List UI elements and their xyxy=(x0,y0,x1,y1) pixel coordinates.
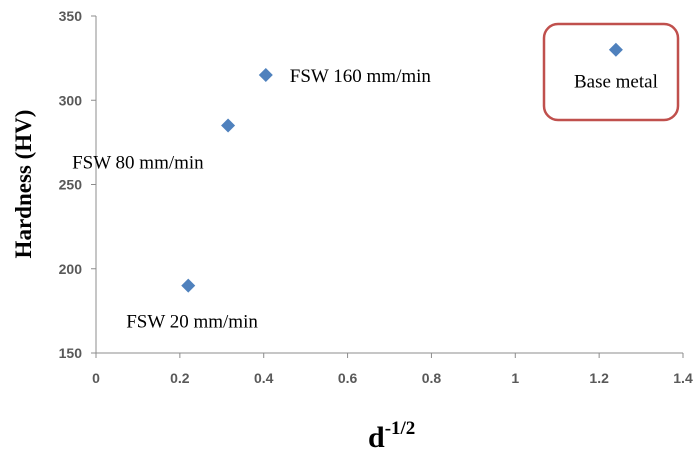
x-tick-label: 1.2 xyxy=(589,370,609,386)
scatter-point xyxy=(221,118,236,133)
y-axis-title: Hardness (HV) xyxy=(11,110,36,259)
y-tick-label: 150 xyxy=(59,345,83,361)
scatter-point xyxy=(258,67,273,82)
point-label: Base metal xyxy=(574,72,658,93)
point-label: FSW 20 mm/min xyxy=(126,312,258,333)
y-tick-label: 350 xyxy=(59,8,83,24)
x-axis-title: d-1/2 xyxy=(368,418,415,450)
x-tick-label: 0.8 xyxy=(422,370,442,386)
y-tick-label: 200 xyxy=(59,261,83,277)
scatter-point xyxy=(181,278,196,293)
x-tick-label: 1 xyxy=(511,370,519,386)
point-annotations: FSW 20 mm/min FSW 80 mm/min FSW 160 mm/min… xyxy=(72,22,680,333)
x-axis-title-base: d xyxy=(368,421,385,450)
x-tick-label: 0 xyxy=(92,370,100,386)
x-tick-label: 0.6 xyxy=(338,370,358,386)
scatter-point xyxy=(608,42,623,57)
y-tick-label: 250 xyxy=(59,177,83,193)
x-axis-ticks: 0 0.2 0.4 0.6 0.8 1 1.2 1.4 xyxy=(92,353,693,386)
data-points xyxy=(181,42,623,293)
highlight-box xyxy=(542,22,680,122)
x-tick-label: 1.4 xyxy=(673,370,693,386)
x-tick-label: 0.4 xyxy=(254,370,274,386)
point-label: FSW 160 mm/min xyxy=(290,66,432,87)
y-axis-ticks: 150 200 250 300 350 xyxy=(59,8,96,361)
point-label: FSW 80 mm/min xyxy=(72,153,204,174)
x-tick-label: 0.2 xyxy=(170,370,190,386)
x-axis-title-superscript: -1/2 xyxy=(385,418,416,439)
y-tick-label: 300 xyxy=(59,92,83,108)
